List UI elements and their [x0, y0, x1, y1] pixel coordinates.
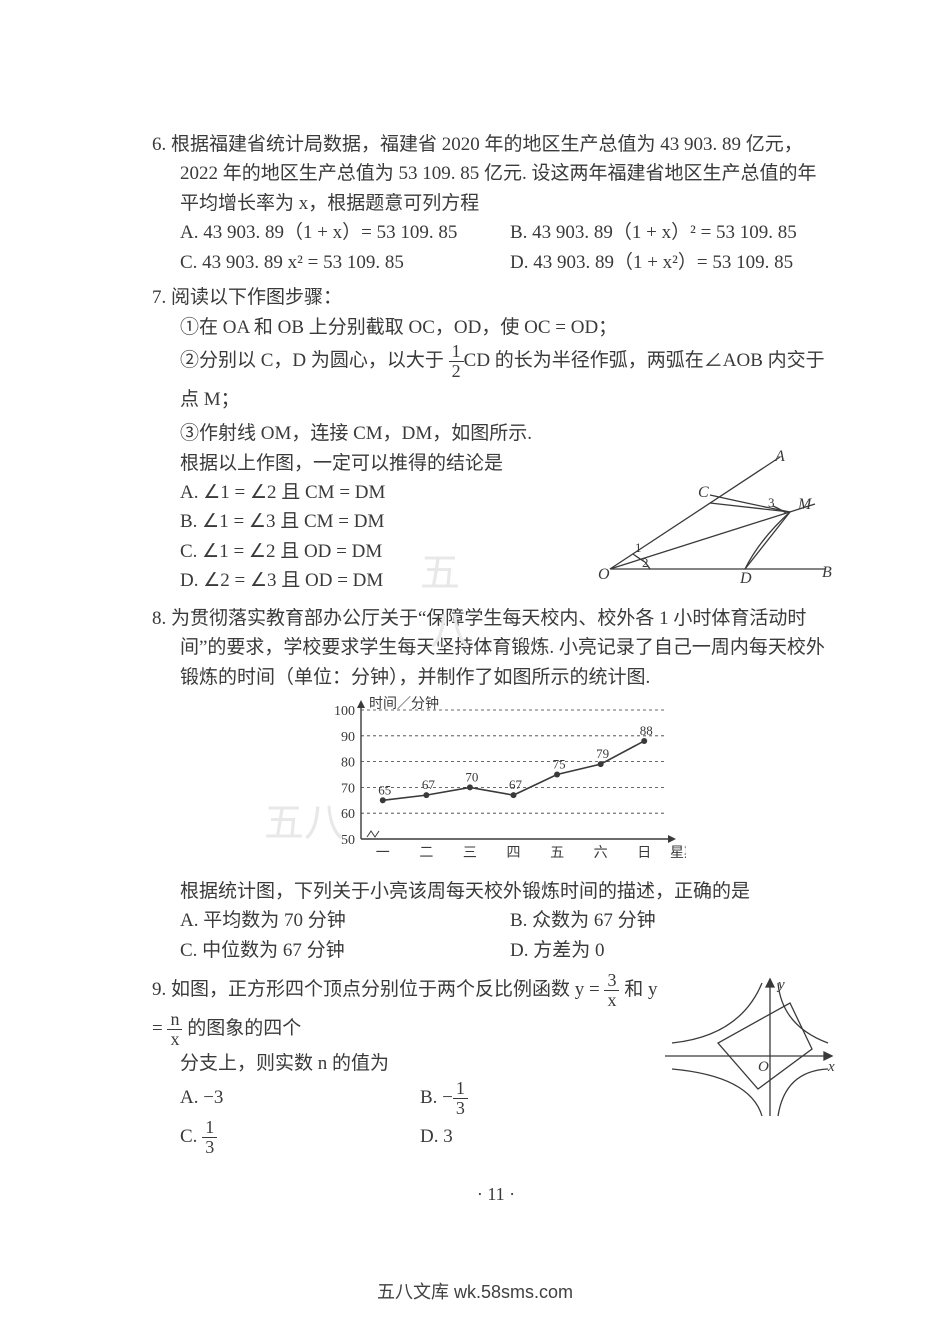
fraction-half: 12 [449, 342, 464, 381]
q7-head: 阅读以下作图步骤： [171, 287, 342, 308]
q9-opt-b-pre: B. − [420, 1087, 453, 1108]
q8-line2: 间”的要求，学校要求学生每天坚持体育锻炼. 小亮记录了自己一周内每天校外 [152, 633, 840, 662]
question-8: 8. 为贯彻落实教育部办公厅关于“保障学生每天校内、校外各 1 小时体育活动时 … [152, 604, 840, 965]
label-O: O [758, 1059, 769, 1075]
fraction-1-3b: 13 [202, 1118, 217, 1157]
q6-line2: 2022 年的地区生产总值为 53 109. 85 亿元. 设这两年福建省地区生… [152, 159, 840, 188]
q7-opt-a: A. ∠1 = ∠2 且 CM = DM [152, 478, 590, 507]
footer-text: 五八文库 wk.58sms.com [0, 1278, 950, 1304]
q7-number: 7. [152, 283, 166, 312]
fraction-1-3: 13 [453, 1079, 468, 1118]
svg-text:星期: 星期 [670, 845, 686, 861]
label-1: 1 [635, 540, 642, 555]
question-7: 7. 阅读以下作图步骤： ①在 OA 和 OB 上分别截取 OC，OD，使 OC… [152, 283, 840, 598]
q7-conclusion: 根据以上作图，一定可以推得的结论是 [152, 449, 590, 478]
q8-line3: 锻炼的时间（单位：分钟），并制作了如图所示的统计图. [152, 663, 840, 692]
q9-diagram: O x y [660, 971, 840, 1130]
q9-opt-d: D. 3 [420, 1118, 660, 1157]
q9-text-c: 的图象的四个 [182, 1018, 301, 1039]
q6-opt-b: B. 43 903. 89（1 + x）² = 53 109. 85 [510, 218, 840, 247]
q7-step2a: ②分别以 C，D 为圆心，以大于 [180, 350, 449, 371]
q9-opt-a: A. −3 [180, 1079, 420, 1118]
q9-line2: 分支上，则实数 n 的值为 [152, 1049, 660, 1078]
exam-page: 6. 根据福建省统计局数据，福建省 2020 年的地区生产总值为 43 903.… [0, 0, 950, 1248]
label-2: 2 [642, 555, 649, 570]
svg-text:100: 100 [334, 704, 355, 719]
fraction-nx: nx [167, 1010, 182, 1049]
q9-text-a: 如图，正方形四个顶点分别位于两个反比例函数 y = [171, 979, 604, 1000]
svg-text:90: 90 [341, 730, 355, 745]
q7-opt-c: C. ∠1 = ∠2 且 OD = DM [152, 537, 590, 566]
svg-text:70: 70 [465, 770, 478, 785]
label-C: C [698, 484, 709, 501]
svg-text:75: 75 [553, 757, 566, 772]
svg-text:80: 80 [341, 756, 355, 771]
q9-opt-b: B. −13 [420, 1079, 660, 1118]
label-B: B [822, 564, 832, 581]
svg-text:时间／分钟: 时间／分钟 [369, 695, 439, 712]
q8-opt-a: A. 平均数为 70 分钟 [180, 906, 510, 935]
q8-opt-d: D. 方差为 0 [510, 936, 840, 965]
q8-question: 根据统计图，下列关于小亮该周每天校外锻炼时间的描述，正确的是 [152, 877, 840, 906]
label-A: A [774, 449, 785, 465]
q6-opt-a: A. 43 903. 89（1 + x）= 53 109. 85 [180, 218, 510, 247]
q6-number: 6. [152, 130, 166, 159]
fraction-3x: 3x [604, 971, 619, 1010]
q8-chart: 50 60 70 80 90 100 时间／分钟星期 一 二 三 四 五 六 日 65 67 70 67 75 79 8… [152, 692, 840, 876]
svg-text:二: 二 [419, 846, 433, 861]
svg-text:70: 70 [341, 782, 355, 797]
svg-text:日: 日 [637, 846, 651, 861]
q7-diagram: A B O C D M 1 2 3 [590, 449, 840, 598]
svg-text:一: 一 [376, 846, 390, 861]
svg-text:五: 五 [550, 846, 564, 861]
q7-step2: ②分别以 C，D 为圆心，以大于 12CD 的长为半径作弧，两弧在∠AOB 内交… [152, 342, 840, 419]
q8-number: 8. [152, 604, 166, 633]
svg-text:65: 65 [378, 783, 391, 798]
svg-text:88: 88 [640, 723, 653, 738]
q9-opt-c-pre: C. [180, 1126, 202, 1147]
q8-opt-c: C. 中位数为 67 分钟 [180, 936, 510, 965]
svg-text:六: 六 [594, 845, 608, 861]
q6-opt-d: D. 43 903. 89（1 + x²）= 53 109. 85 [510, 248, 840, 277]
label-x: x [827, 1059, 835, 1075]
label-D: D [739, 570, 752, 587]
q6-line3: 平均增长率为 x，根据题意可列方程 [152, 189, 840, 218]
svg-text:50: 50 [341, 833, 355, 848]
svg-text:四: 四 [507, 846, 521, 861]
q7-step1: ①在 OA 和 OB 上分别截取 OC，OD，使 OC = OD； [152, 313, 840, 342]
q6-opt-c: C. 43 903. 89 x² = 53 109. 85 [180, 248, 510, 277]
q7-opt-d: D. ∠2 = ∠3 且 OD = DM [152, 566, 590, 595]
q7-step3: ③作射线 OM，连接 CM，DM，如图所示. [152, 419, 840, 448]
label-3: 3 [768, 495, 775, 510]
page-number: · 11 · [152, 1181, 840, 1209]
question-9: 9. 如图，正方形四个顶点分别位于两个反比例函数 y = 3x 和 y = nx… [152, 971, 840, 1157]
svg-text:67: 67 [509, 777, 523, 792]
q7-opt-b: B. ∠1 = ∠3 且 CM = DM [152, 507, 590, 536]
label-y: y [776, 977, 785, 993]
q6-line1: 根据福建省统计局数据，福建省 2020 年的地区生产总值为 43 903. 89… [171, 134, 803, 155]
label-O: O [598, 566, 610, 583]
q9-opt-c: C. 13 [180, 1118, 420, 1157]
label-M: M [797, 496, 813, 513]
svg-text:60: 60 [341, 807, 355, 822]
q8-line1: 为贯彻落实教育部办公厅关于“保障学生每天校内、校外各 1 小时体育活动时 [171, 608, 806, 629]
svg-text:三: 三 [463, 846, 477, 861]
q9-number: 9. [152, 971, 166, 1009]
q8-opt-b: B. 众数为 67 分钟 [510, 906, 840, 935]
svg-text:67: 67 [422, 777, 436, 792]
question-6: 6. 根据福建省统计局数据，福建省 2020 年的地区生产总值为 43 903.… [152, 130, 840, 277]
svg-text:79: 79 [596, 746, 609, 761]
